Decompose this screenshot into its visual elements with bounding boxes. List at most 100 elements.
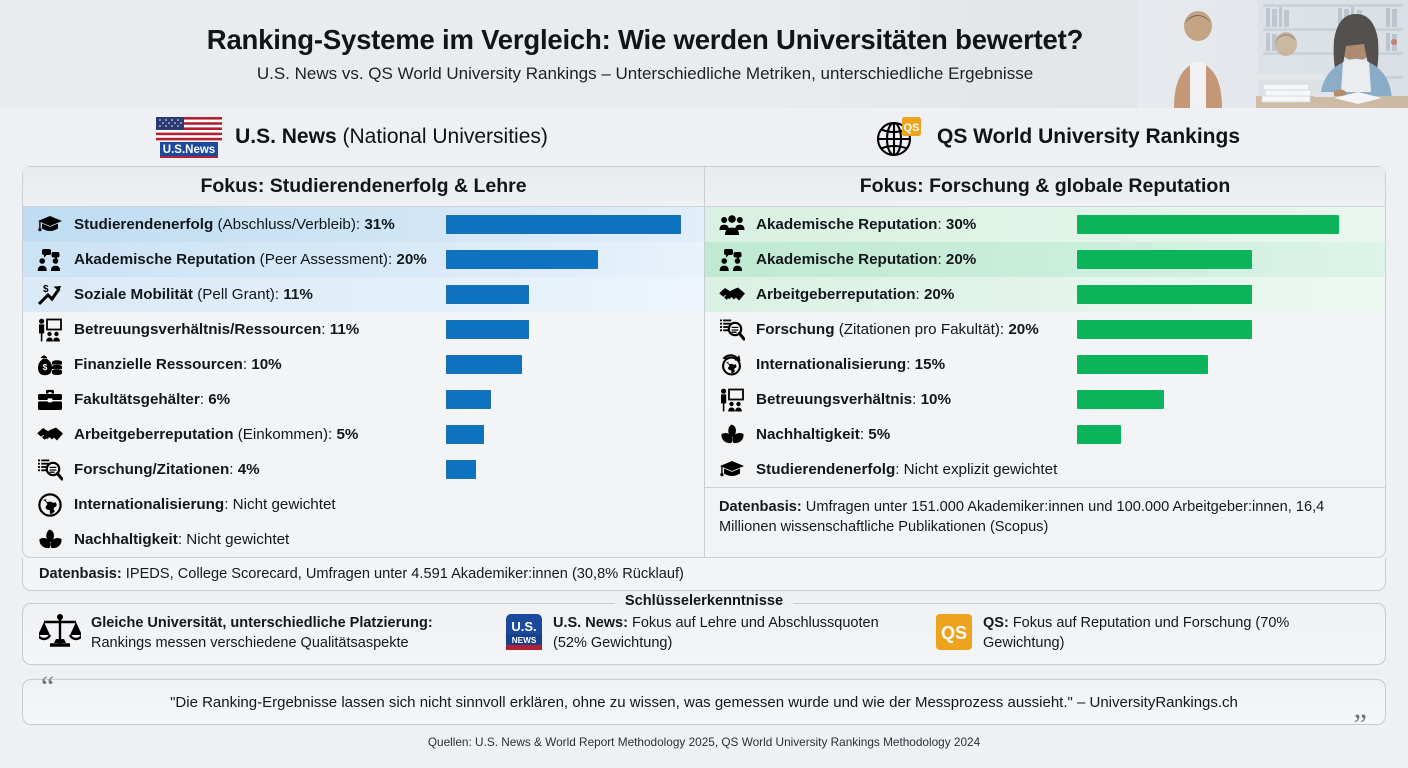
quote-box: “ "Die Ranking-Ergebnisse lassen sich ni… <box>22 672 1386 740</box>
criterion-row: Nachhaltigkeit: 5% <box>705 417 1385 452</box>
qs-globe-logo-icon: QS <box>872 115 924 159</box>
brand-usnews-qualifier: (National Universities) <box>342 125 548 148</box>
usnews-badge-icon: U.S. NEWS <box>505 613 543 656</box>
criterion-detail: : Nicht explizit gewichtet <box>895 461 1058 478</box>
criterion-label: Studierendenerfolg (Abschluss/Verbleib):… <box>74 216 395 233</box>
quote-close-mark: ” <box>1353 708 1367 741</box>
panel-qs: Fokus: Forschung & globale Reputation Ak… <box>704 166 1386 558</box>
criterion-detail: (Einkommen): <box>233 426 337 443</box>
brand-usnews-name: U.S. News <box>235 125 337 148</box>
criterion-detail: : <box>937 216 946 233</box>
criterion-row: $ Soziale Mobilität (Pell Grant): 11% <box>23 277 704 312</box>
header-photo <box>1138 0 1408 108</box>
criterion-bar <box>446 320 530 339</box>
criterion-detail: : Nicht gewichtet <box>177 531 290 548</box>
criterion-label: Arbeitgeberreputation: 20% <box>756 286 954 303</box>
criterion-row: Studierendenerfolg: Nicht explizit gewic… <box>705 452 1385 487</box>
scales-balance-icon <box>36 613 84 656</box>
brand-qs-name: QS World University Rankings <box>936 125 1240 148</box>
criterion-bar <box>446 250 598 269</box>
criterion-bar-track <box>1077 347 1208 382</box>
peer-assessment-icon <box>35 247 65 273</box>
criterion-name: Arbeitgeberreputation <box>756 286 916 303</box>
insight-body-0: Rankings messen verschiedene Qualitätsas… <box>91 635 409 651</box>
criterion-detail: : Nicht gewichtet <box>224 496 336 513</box>
criterion-value: 20% <box>945 251 977 268</box>
panel-qs-note: Datenbasis: Umfragen unter 151.000 Akade… <box>705 487 1385 547</box>
criterion-row: Nachhaltigkeit: Nicht gewichtet <box>23 522 704 557</box>
criterion-bar-track <box>446 207 681 242</box>
svg-text:U.S.News: U.S.News <box>163 144 215 156</box>
criterion-label: Internationalisierung: 15% <box>756 356 945 373</box>
criterion-label: Akademische Reputation: 30% <box>756 216 976 233</box>
criterion-label: Studierendenerfolg: Nicht explizit gewic… <box>756 461 1057 478</box>
social-mobility-icon: $ <box>35 282 65 308</box>
svg-text:QS: QS <box>904 122 920 134</box>
criterion-value: 11% <box>283 286 313 303</box>
page-header: Ranking-Systeme im Vergleich: Wie werden… <box>0 0 1408 108</box>
briefcase-icon <box>35 387 65 413</box>
criterion-bar-track <box>446 452 477 487</box>
criterion-row: Internationalisierung: 15% <box>705 347 1385 382</box>
criterion-value: 10% <box>920 391 951 408</box>
criterion-name: Betreuungsverhältnis/Ressourcen <box>74 321 322 338</box>
criterion-value: 10% <box>251 356 282 373</box>
handshake-icon <box>35 422 65 448</box>
graduation-cap-icon <box>717 457 747 483</box>
criterion-detail: (Abschluss/Verbleib): <box>213 216 365 233</box>
insight-text-qs: QS: Fokus auf Reputation und Forschung (… <box>983 614 1351 653</box>
criterion-bar <box>446 215 681 234</box>
svg-text:QS: QS <box>941 623 967 643</box>
panel-qs-heading: Fokus: Forschung & globale Reputation <box>705 167 1385 207</box>
criterion-value: 20% <box>923 286 955 303</box>
criterion-name: Studierendenerfolg <box>74 216 214 233</box>
criterion-label: Internationalisierung: Nicht gewichtet <box>74 496 336 513</box>
criterion-label: Akademische Reputation (Peer Assessment)… <box>74 251 427 268</box>
sustainability-leaf-icon <box>35 527 65 553</box>
svg-text:$: $ <box>43 362 48 372</box>
criterion-name: Akademische Reputation <box>756 251 938 268</box>
criterion-label: Nachhaltigkeit: Nicht gewichtet <box>74 531 289 548</box>
criterion-bar-track <box>1077 242 1252 277</box>
criterion-bar-track <box>1077 382 1165 417</box>
criterion-name: Nachhaltigkeit <box>756 426 860 443</box>
insight-item-qs: QS QS: Fokus auf Reputation und Forschun… <box>923 613 1363 656</box>
criterion-label: Forschung/Zitationen: 4% <box>74 461 260 478</box>
criterion-name: Forschung <box>756 321 835 338</box>
criterion-bar <box>1077 250 1252 269</box>
criterion-bar <box>1077 215 1339 234</box>
panel-usnews-heading: Fokus: Studierendenerfolg & Lehre <box>23 167 704 207</box>
criterion-name: Akademische Reputation <box>756 216 938 233</box>
criterion-row: Arbeitgeberreputation: 20% <box>705 277 1385 312</box>
insight-body-2: Fokus auf Reputation und Forschung (70% … <box>983 615 1290 651</box>
criterion-row: Akademische Reputation: 30% <box>705 207 1385 242</box>
criterion-name: Internationalisierung <box>74 496 225 513</box>
criterion-value: 6% <box>208 391 231 408</box>
criterion-row: Fakultätsgehälter: 6% <box>23 382 704 417</box>
criterion-label: Betreuungsverhältnis/Ressourcen: 11% <box>74 321 359 338</box>
criterion-label: Soziale Mobilität (Pell Grant): 11% <box>74 286 313 303</box>
panel-usnews-note-text: IPEDS, College Scorecard, Umfragen unter… <box>121 566 684 582</box>
criterion-name: Internationalisierung <box>756 356 907 373</box>
criterion-name: Akademische Reputation <box>74 251 256 268</box>
criterion-detail: (Pell Grant): <box>192 286 284 303</box>
insight-text-equal-university: Gleiche Universität, unterschiedliche Pl… <box>91 614 433 653</box>
page-title: Ranking-Systeme im Vergleich: Wie werden… <box>206 24 1084 55</box>
money-bag-icon: $ <box>35 352 65 378</box>
criterion-value: 30% <box>945 216 977 233</box>
criterion-bar-track <box>1077 277 1252 312</box>
criterion-name: Studierendenerfolg <box>756 461 896 478</box>
criterion-name: Soziale Mobilität <box>74 286 193 303</box>
criterion-label: Betreuungsverhältnis: 10% <box>756 391 951 408</box>
group-people-icon <box>717 212 747 238</box>
insight-text-usnews: U.S. News: Fokus auf Lehre und Abschluss… <box>553 614 911 653</box>
panel-usnews-note: Datenbasis: IPEDS, College Scorecard, Um… <box>22 558 1386 591</box>
criterion-label: Fakultätsgehälter: 6% <box>74 391 230 408</box>
criterion-value: 5% <box>868 426 891 443</box>
insight-bold-0: Gleiche Universität, unterschiedliche Pl… <box>91 615 433 632</box>
criterion-label: Nachhaltigkeit: 5% <box>756 426 890 443</box>
criterion-value: 5% <box>336 426 359 443</box>
criterion-bar-track <box>446 382 492 417</box>
criterion-bar-track <box>1077 417 1121 452</box>
criterion-detail: : <box>199 391 209 408</box>
